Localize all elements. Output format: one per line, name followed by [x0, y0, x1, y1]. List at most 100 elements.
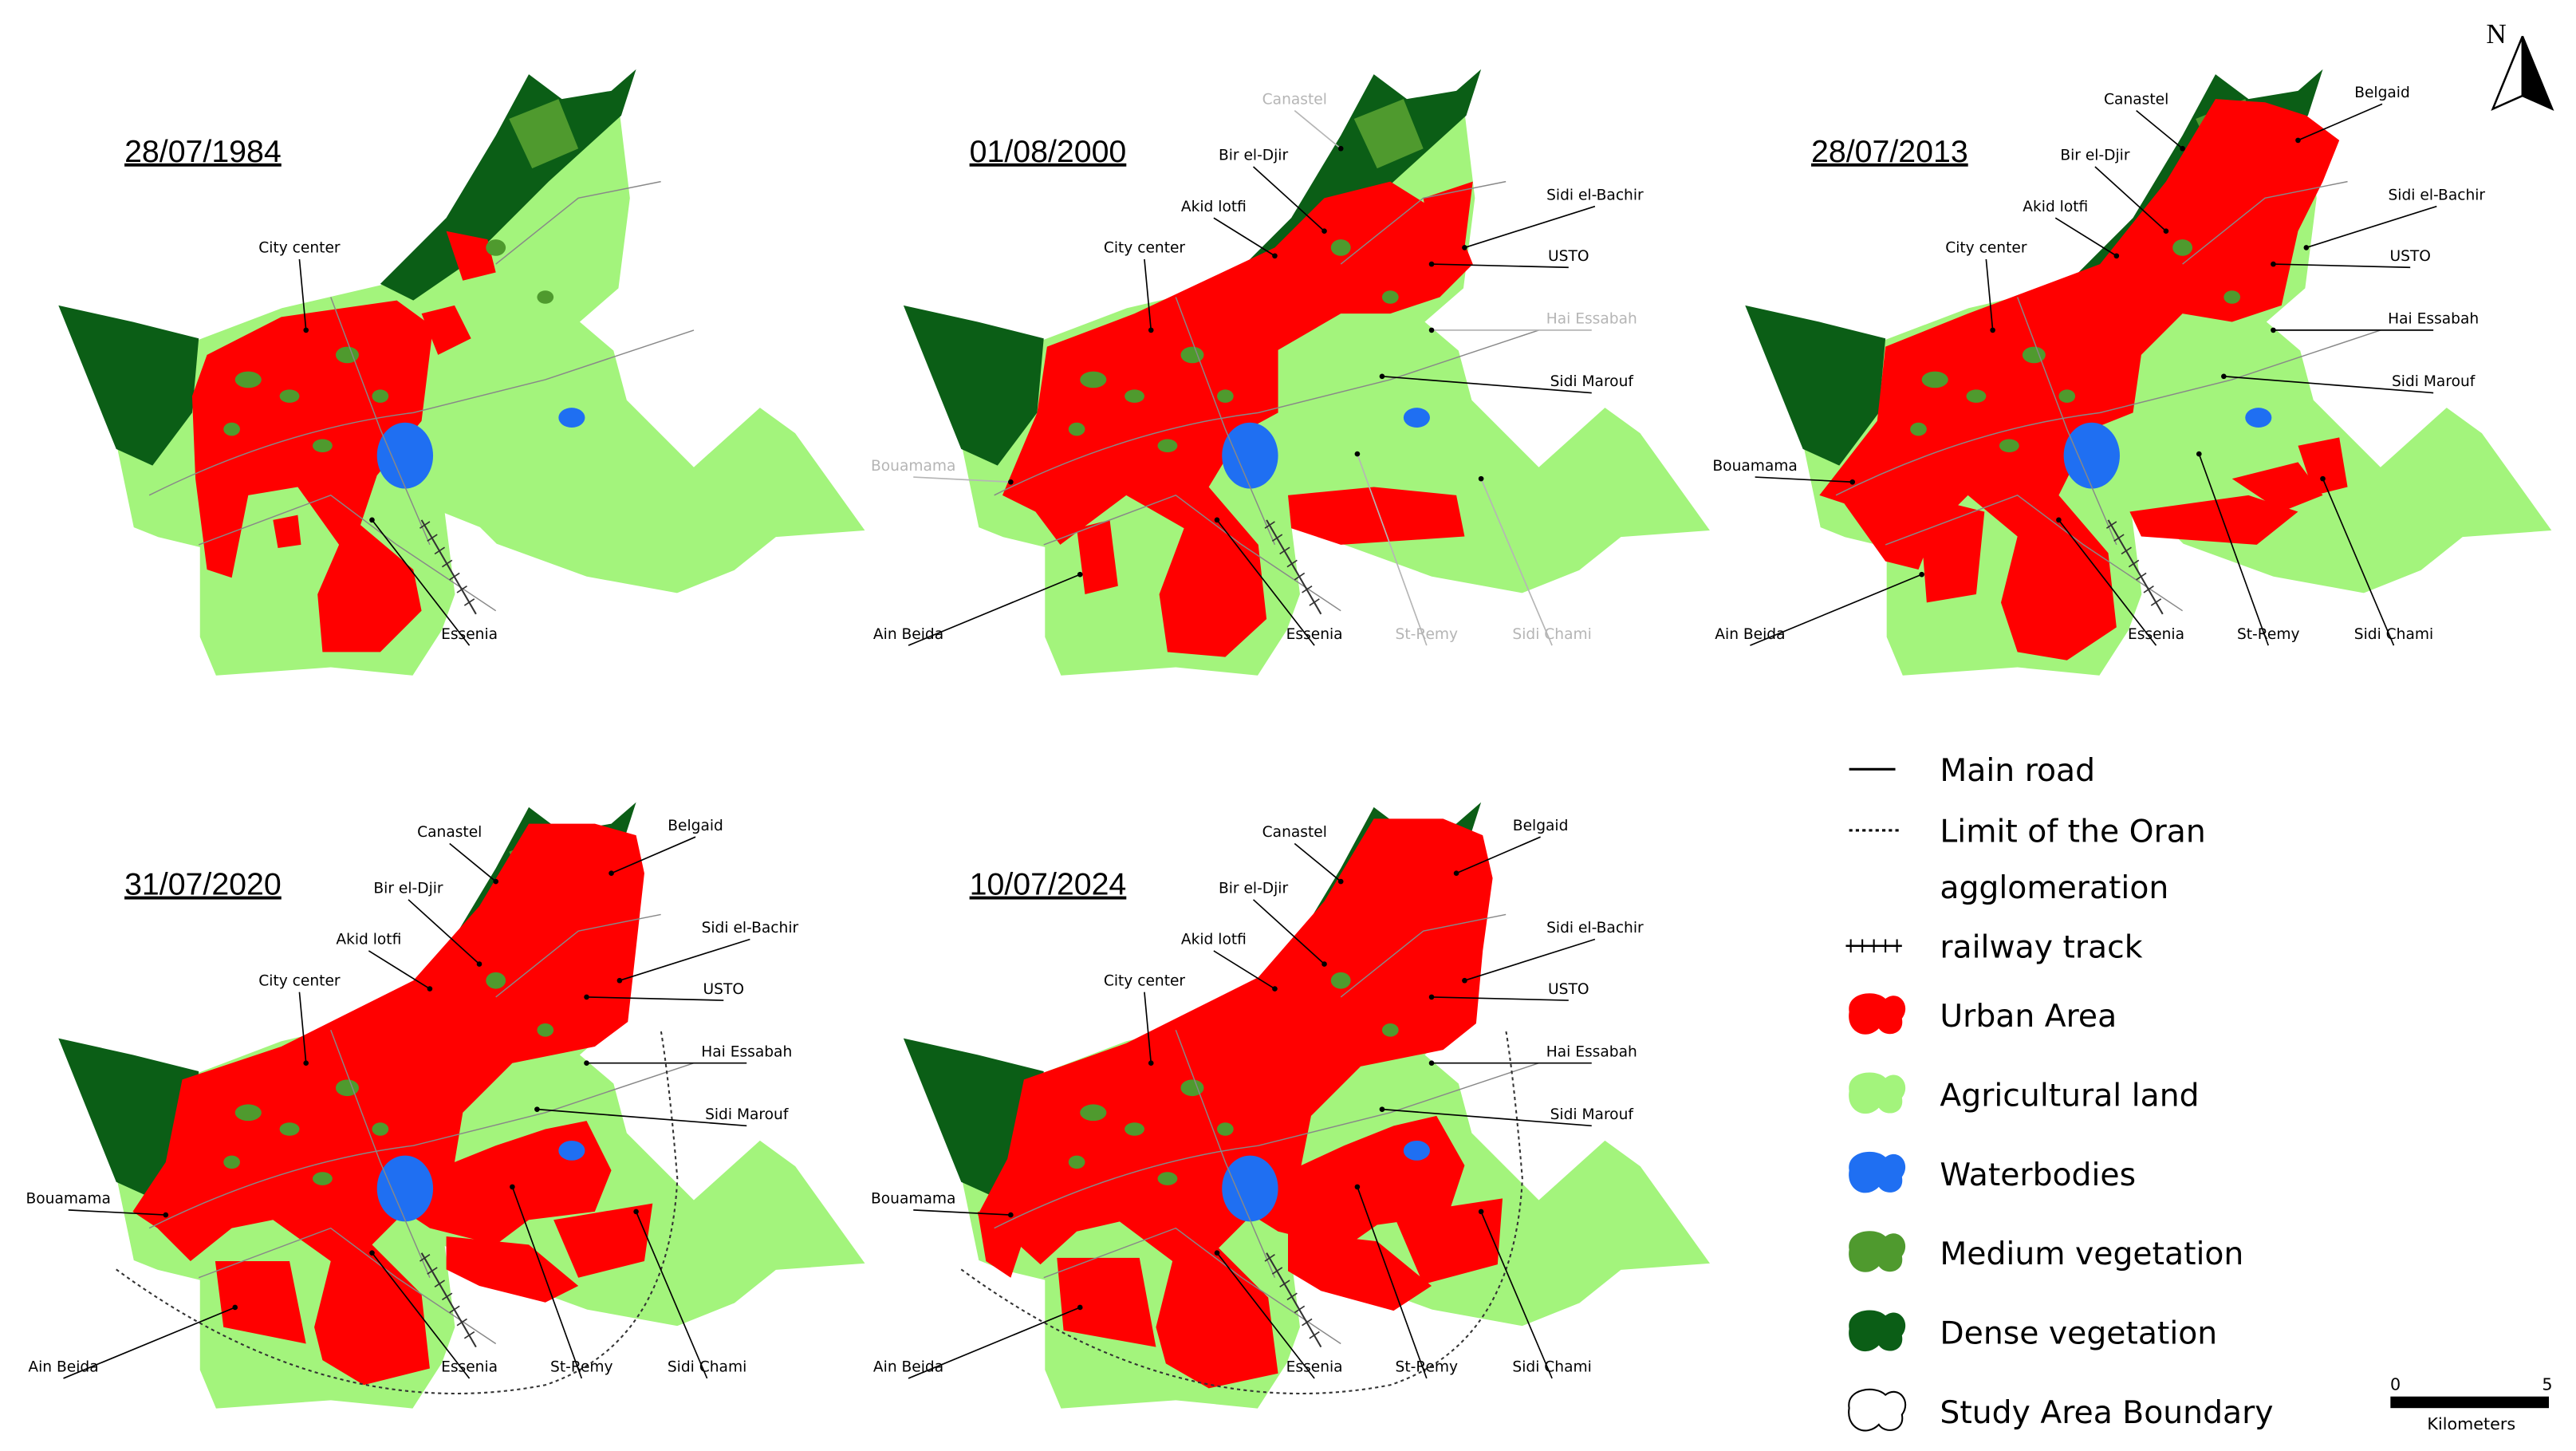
label-point [1321, 228, 1327, 235]
place-label: Bir el-Djir [373, 881, 443, 897]
label-point [232, 1304, 238, 1311]
label-point [1478, 475, 1484, 482]
vegetation-patch [1080, 1104, 1107, 1122]
place-label: Sidi Chami [2354, 626, 2433, 643]
vegetation-patch [1330, 239, 1351, 256]
vegetation-patch [279, 389, 300, 403]
lake [376, 1155, 434, 1222]
railway-tick [427, 1267, 438, 1275]
place-label: USTO [2389, 248, 2430, 265]
railway-tick [1264, 521, 1275, 529]
scale-bar-rect [2390, 1396, 2550, 1409]
place-label: Canastel [2104, 91, 2168, 108]
urban-area [1819, 99, 2340, 660]
label-point [1337, 145, 1344, 152]
label-leader [1216, 519, 1315, 646]
railway-tick [1264, 1254, 1275, 1262]
vegetation-patch [537, 290, 554, 304]
north-label: N [2486, 18, 2506, 49]
label-leader [2223, 375, 2434, 394]
place-label: Bouamama [26, 1191, 111, 1208]
vegetation-patch [312, 439, 333, 453]
vegetation-patch [279, 1122, 300, 1136]
main-road [148, 329, 695, 496]
railway-tick [419, 521, 431, 529]
legend: Main road Limit of the Oran agglomeration r… [1845, 753, 2274, 1432]
label-point [2320, 475, 2326, 482]
label-leader [2306, 205, 2437, 249]
label-leader [1294, 110, 1341, 149]
railway-tick [463, 1331, 475, 1339]
label-leader [1252, 899, 1325, 965]
main-road [1175, 297, 1276, 546]
railway-tick [441, 559, 453, 568]
railway-tick [2150, 598, 2162, 606]
dense-vegetation [58, 305, 199, 466]
vegetation-patch [1068, 1155, 1085, 1169]
main-road [148, 1063, 695, 1229]
label-point [1077, 571, 1083, 578]
label-leader [408, 899, 480, 965]
label-point [476, 961, 483, 967]
map-panel: 10/07/2024 Canastel Belgaid Bir el-Djir Akid… [871, 798, 1715, 1411]
place-label: USTO [1548, 981, 1589, 998]
label-leader [1480, 1211, 1553, 1379]
place-label: Sidi Marouf [2392, 373, 2476, 390]
label-leader [635, 1211, 708, 1379]
medium-vegetation [1353, 99, 1424, 169]
label-point [1428, 1060, 1435, 1067]
label-point [2221, 373, 2227, 380]
railway-tick [1271, 534, 1283, 542]
map-panel: 28/07/2013 Canastel Belgaid Bir el-Djir Akid… [1712, 65, 2557, 679]
label-point [1462, 977, 1467, 984]
vegetation-patch [1217, 1122, 1234, 1136]
label-leader [2136, 110, 2184, 149]
place-label: Sidi Marouf [1550, 373, 1634, 390]
legend-label: Limit of the Oran [1940, 814, 2205, 850]
railway-tick [434, 546, 445, 555]
label-leader [1432, 263, 1569, 269]
railway-tick [1279, 546, 1290, 555]
main-road [994, 329, 1539, 496]
place-label: Ain Beida [873, 1359, 943, 1376]
place-label: Essenia [441, 626, 498, 643]
vegetation-patch [1157, 439, 1178, 453]
place-label: Essenia [441, 1359, 498, 1376]
main-road [2016, 297, 2117, 546]
vegetation-patch [486, 972, 506, 989]
small-lake [1403, 1140, 1430, 1161]
dense-vegetation [58, 1038, 199, 1199]
label-leader [1480, 478, 1553, 646]
legend-swatch [1849, 1151, 1906, 1193]
place-label: City center [1104, 240, 1186, 257]
label-point [1008, 1212, 1014, 1218]
label-leader [298, 992, 307, 1063]
vegetation-patch [372, 389, 389, 403]
urban-area [132, 823, 644, 1386]
dense-vegetation [903, 305, 1044, 466]
railway-tick [1302, 585, 1313, 593]
legend-label: Waterbodies [1940, 1157, 2136, 1193]
railway-tick [1309, 598, 1320, 606]
lake [2063, 422, 2120, 489]
label-leader [586, 996, 724, 1001]
place-label: Hai Essabah [701, 1043, 792, 1060]
vegetation-patch [1910, 422, 1927, 436]
label-point [1321, 961, 1327, 967]
lake [1222, 1155, 1278, 1222]
label-point [2056, 517, 2062, 523]
label-leader [619, 938, 750, 982]
main-road [330, 297, 431, 546]
agglomeration-limit [116, 1030, 679, 1395]
label-point [584, 994, 589, 1000]
north-arrow-right [2521, 36, 2554, 111]
legend-label: Medium vegetation [1940, 1236, 2243, 1272]
label-leader [2054, 217, 2117, 257]
legend-swatch [1849, 993, 1906, 1035]
label-leader [611, 836, 696, 874]
small-lake [558, 1140, 585, 1161]
railway-tick [1294, 572, 1306, 581]
railway [2107, 519, 2164, 615]
railway-tick [456, 1318, 467, 1327]
place-label: Akid lotfi [1181, 932, 1247, 948]
